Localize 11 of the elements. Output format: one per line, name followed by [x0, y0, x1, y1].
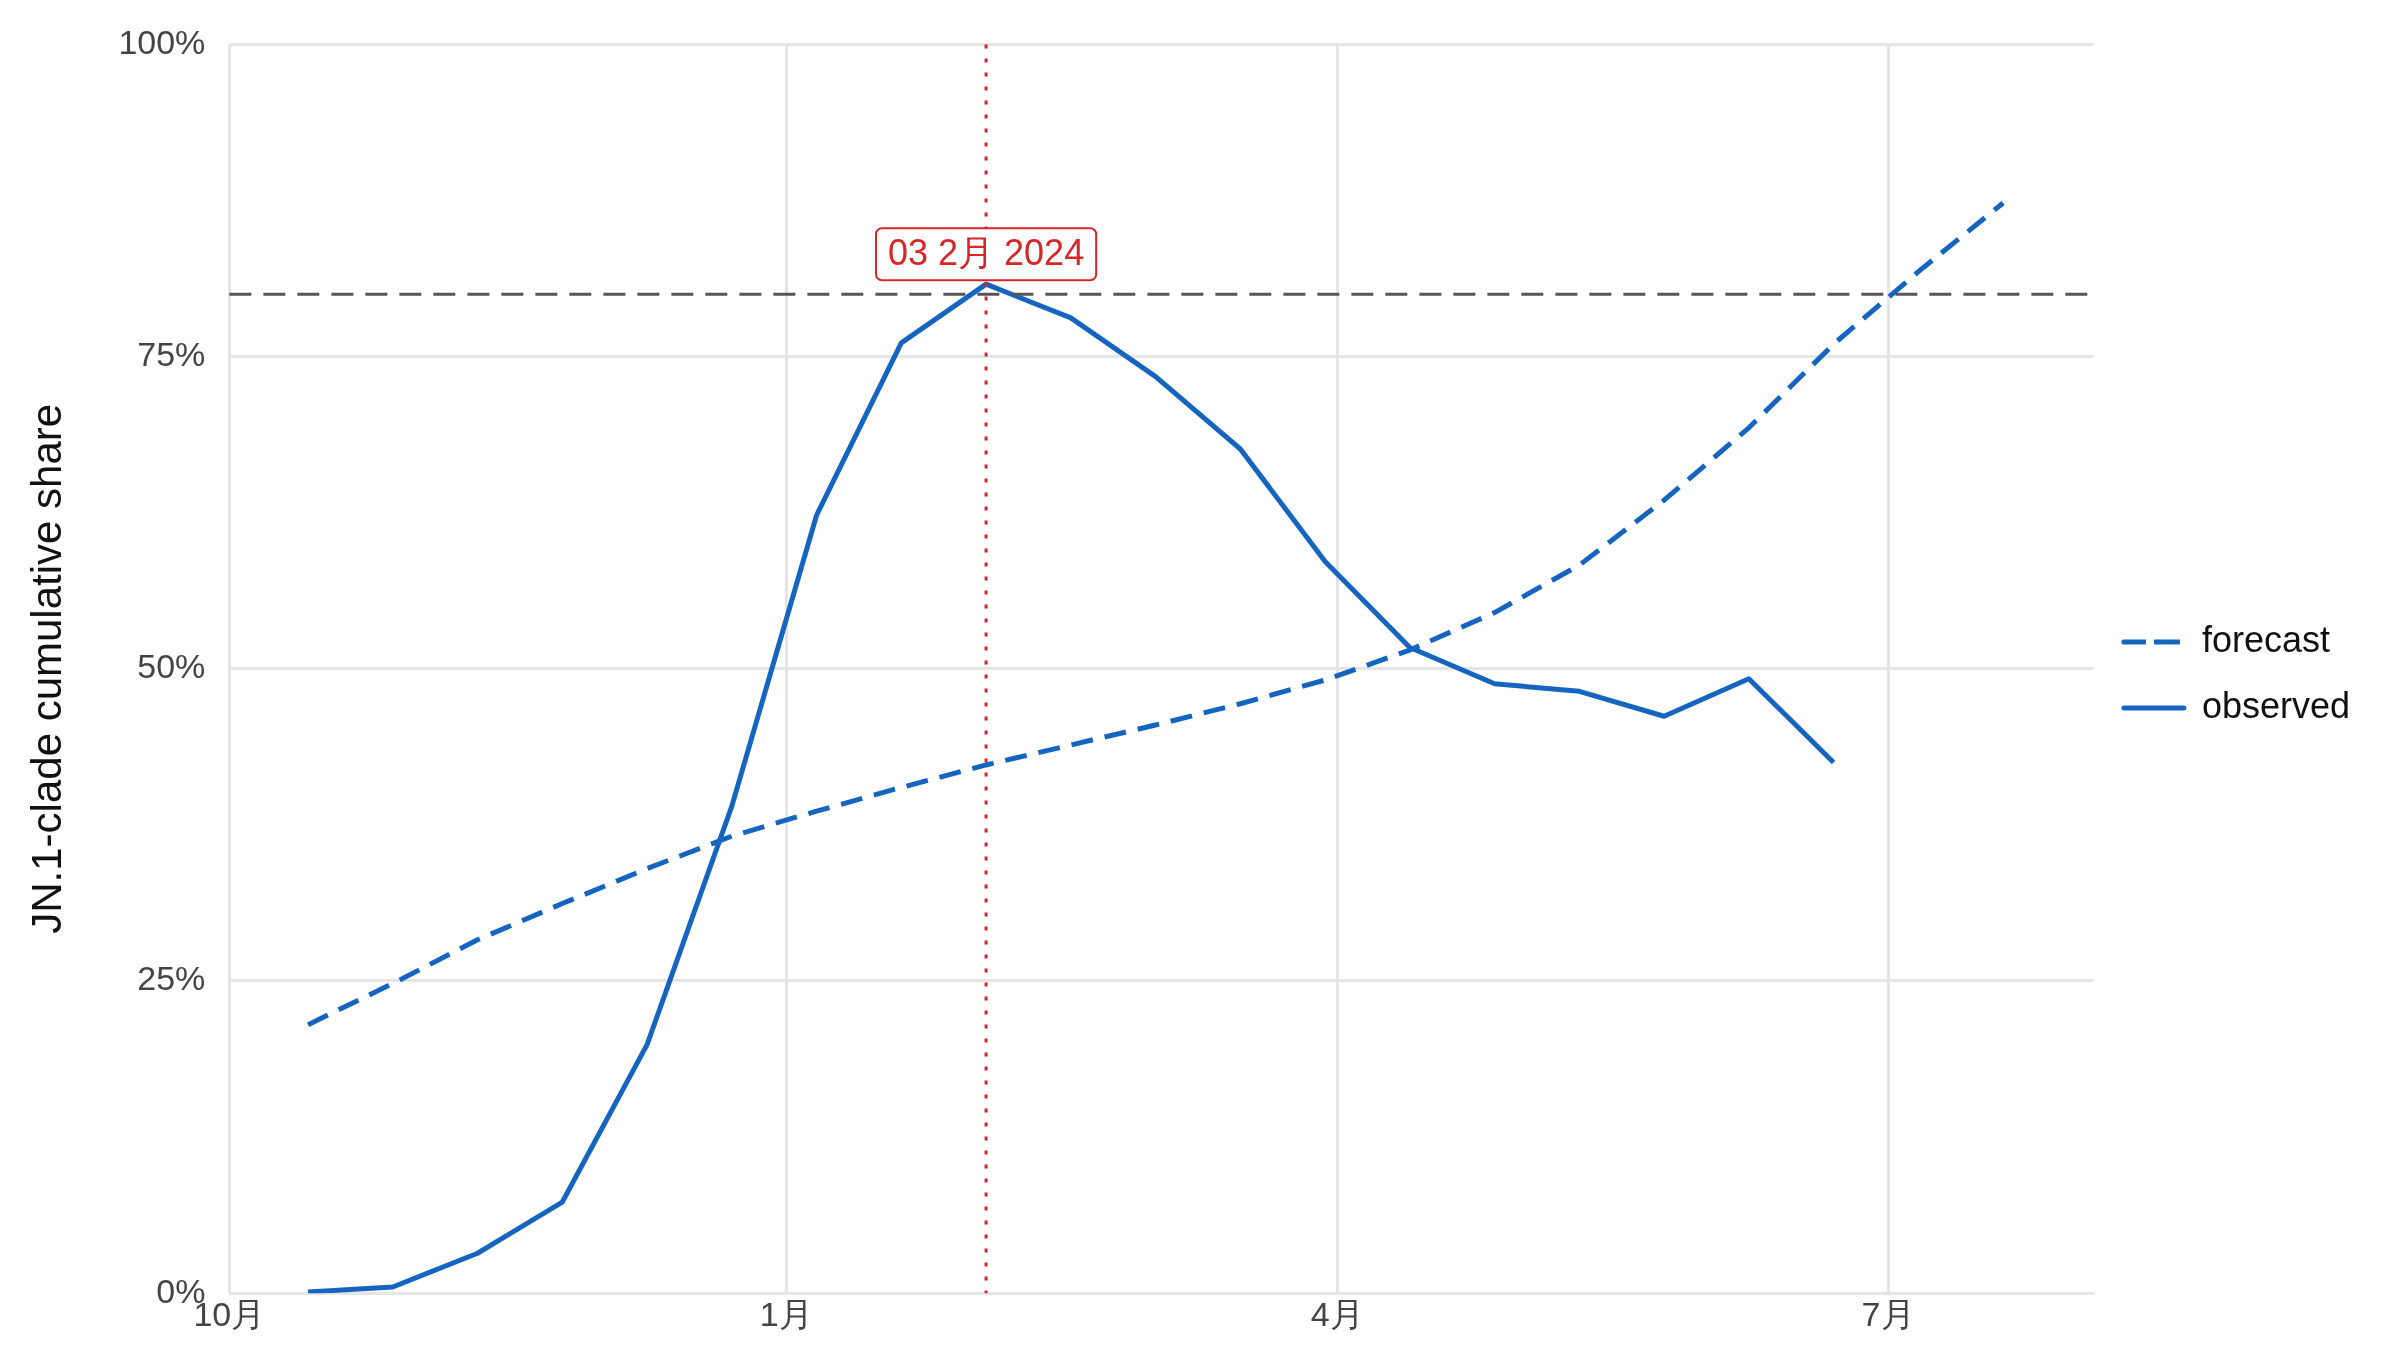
x-tick-label: 4月: [1310, 1294, 1364, 1333]
x-tick-label: 7月: [1861, 1294, 1915, 1333]
y-tick-label: 50%: [137, 647, 206, 686]
y-tick-label: 25%: [137, 959, 206, 998]
y-tick-label: 100%: [118, 22, 206, 61]
legend-label: forecast: [2201, 618, 2330, 660]
legend-label: observed: [2201, 684, 2351, 726]
ref-line-label: 03 2月 2024: [888, 232, 1085, 274]
y-tick-label: 75%: [137, 334, 206, 373]
y-axis-title: JN.1-clade cumulative share: [22, 403, 70, 934]
x-tick-label: 1月: [759, 1294, 813, 1333]
